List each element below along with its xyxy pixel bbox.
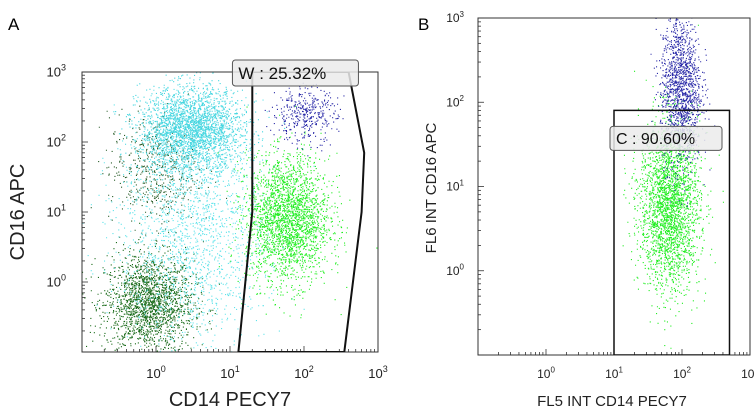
y-tick-label: 100 [47, 273, 66, 290]
x-tick-label: 103 [368, 364, 387, 381]
population-2-points [90, 93, 228, 256]
y-axis-title: FL6 INT CD16 APC [423, 123, 440, 254]
population-3-points [113, 72, 304, 202]
x-tick-label: 101 [220, 364, 239, 381]
x-tick-label: 102 [294, 364, 313, 381]
x-tick-label: 100 [146, 364, 165, 381]
gate-label: C : 90.60% [616, 131, 695, 148]
x-axis-title: FL5 INT CD14 PECY7 [537, 393, 687, 410]
panel-a: A 100 101 102 103 100 101 102 103 W : 25.32% CD14 … [7, 15, 388, 411]
y-tick-label: 102 [446, 94, 464, 109]
panel-letter: B [418, 15, 429, 34]
x-tick-label: 100 [537, 366, 555, 381]
scatter-points [82, 72, 378, 352]
gate-label: W : 25.32% [238, 64, 326, 83]
panel-b: B 100 101 102 103 100 101 102 103 C : 90.60% FL5 I… [418, 10, 754, 410]
y-axis-title: CD16 APC [7, 164, 29, 261]
population-4-points [82, 80, 315, 352]
population-6-points [264, 72, 345, 157]
x-tick-label: 102 [673, 366, 691, 381]
population-1-points [82, 222, 220, 352]
y-tick-label: 102 [47, 133, 66, 150]
y-tick-label: 101 [446, 178, 464, 193]
population-5-points [217, 105, 378, 319]
y-tick-label: 103 [446, 10, 464, 25]
gate-label-box [609, 125, 723, 151]
population-2-points [646, 18, 716, 207]
population-1-points [622, 24, 724, 349]
gate-label-box [231, 59, 359, 87]
panel-letter: A [8, 15, 20, 34]
x-tick-label: 103 [741, 366, 754, 381]
gate-polygon [613, 109, 731, 355]
y-tick-label: 100 [446, 263, 464, 278]
x-tick-label: 101 [605, 366, 623, 381]
x-axis-title: CD14 PECY7 [169, 389, 291, 411]
y-tick-label: 103 [47, 63, 66, 80]
y-tick-label: 101 [47, 203, 66, 220]
scatter-points [622, 18, 724, 349]
